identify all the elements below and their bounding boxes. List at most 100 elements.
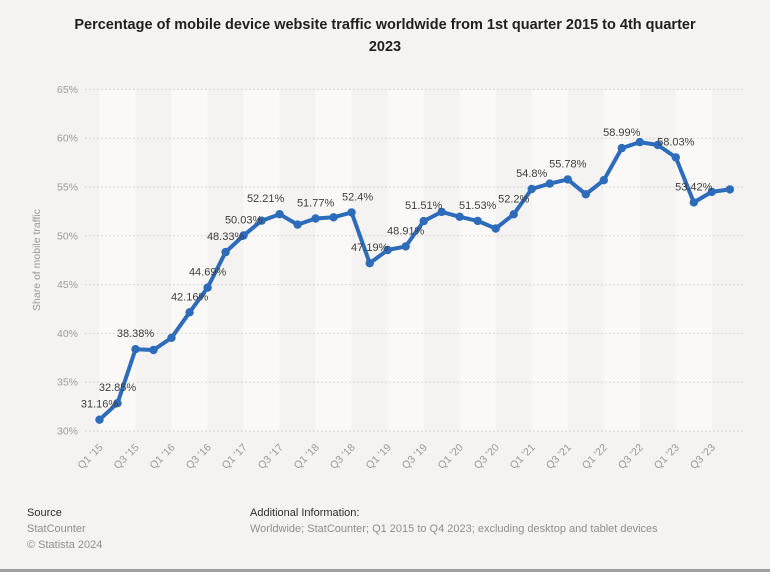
data-label: 51.53% [459, 200, 497, 212]
x-axis-tick-label: Q3 '21 [544, 442, 574, 472]
data-point[interactable] [599, 176, 608, 185]
plot-band [675, 89, 712, 432]
plot-band [387, 89, 424, 432]
data-point[interactable] [311, 214, 320, 223]
y-axis-tick-label: 45% [57, 279, 78, 291]
x-axis-tick-label: Q1 '18 [292, 442, 322, 472]
data-label: 58.99% [603, 127, 641, 139]
data-point[interactable] [167, 333, 176, 342]
data-point[interactable] [725, 185, 735, 194]
x-axis-tick-label: Q1 '20 [436, 442, 466, 472]
data-point[interactable] [581, 190, 590, 199]
bottom-divider [0, 569, 770, 572]
line-chart: 30% 35% 40% 45% 50% 55% 60% 65% Share of mobile … [31, 84, 745, 472]
x-axis-tick-label: Q1 '22 [580, 442, 610, 472]
data-point[interactable] [707, 187, 716, 197]
data-point[interactable] [473, 216, 482, 226]
data-point[interactable] [419, 216, 428, 226]
data-point[interactable] [383, 245, 392, 255]
data-point[interactable] [329, 213, 338, 222]
data-label: 44.69% [189, 267, 227, 279]
data-label: 47.19% [351, 242, 389, 254]
data-label: 52.21% [247, 193, 285, 205]
data-point[interactable] [545, 179, 554, 188]
data-point[interactable] [365, 259, 374, 268]
data-label: 32.85% [99, 382, 137, 394]
data-point[interactable] [149, 345, 158, 355]
data-point[interactable] [347, 208, 356, 217]
plot-band [99, 89, 136, 432]
data-label: 53.42% [675, 181, 713, 193]
data-point[interactable] [185, 308, 194, 317]
data-label: 52.4% [342, 191, 373, 203]
x-axis-tick-label: Q3 '16 [184, 442, 214, 472]
data-label: 54.8% [516, 168, 547, 180]
copyright: © Statista 2024 [27, 539, 103, 551]
x-axis-tick-label: Q3 '19 [400, 442, 430, 472]
data-point[interactable] [509, 210, 518, 219]
data-point[interactable] [275, 210, 284, 219]
data-label: 48.33% [207, 231, 245, 243]
plot-band [243, 89, 280, 432]
y-axis-tick-label: 65% [57, 84, 78, 96]
additional-info-heading: Additional Information: [250, 507, 360, 519]
data-point[interactable] [113, 399, 122, 408]
y-axis-tick-label: 40% [57, 328, 78, 340]
x-axis-tick-label: Q1 '23 [652, 442, 682, 472]
data-point[interactable] [95, 415, 104, 424]
data-point[interactable] [491, 224, 500, 233]
y-axis-tick-label: 55% [57, 182, 78, 194]
data-label: 48.91% [387, 225, 425, 237]
data-label: 50.03% [225, 215, 263, 227]
data-label: 51.77% [297, 198, 335, 210]
y-axis-tick-label: 60% [57, 133, 78, 145]
source-name[interactable]: StatCounter [27, 523, 86, 535]
data-point[interactable] [221, 247, 230, 257]
x-axis-tick-label: Q1 '17 [220, 442, 250, 472]
x-axis-tick-label: Q1 '16 [147, 442, 177, 472]
y-axis-tick-label: 35% [57, 377, 78, 389]
x-axis-tick-label: Q1 '15 [75, 442, 105, 472]
y-axis-tick-label: 50% [57, 230, 78, 242]
chart-title: Percentage of mobile device website traf… [74, 17, 696, 55]
y-axis-tick-label: 30% [57, 426, 78, 438]
data-point[interactable] [455, 212, 464, 221]
data-label: 38.38% [117, 328, 155, 340]
data-point[interactable] [527, 184, 536, 194]
plot-band [603, 89, 640, 432]
data-label: 58.03% [657, 136, 695, 148]
data-point[interactable] [617, 143, 626, 153]
plot-band [531, 89, 568, 432]
x-axis-tick-label: Q1 '21 [508, 442, 538, 472]
data-point[interactable] [689, 198, 698, 207]
x-axis-tick-label: Q1 '19 [364, 442, 394, 472]
data-point[interactable] [257, 216, 266, 225]
data-point[interactable] [203, 283, 212, 292]
data-point[interactable] [653, 140, 662, 150]
plot-band [459, 89, 496, 432]
plot-band [315, 89, 352, 432]
data-point[interactable] [671, 153, 680, 162]
x-axis-tick-label: Q3 '22 [616, 442, 646, 472]
data-label: 42.16% [171, 291, 209, 303]
additional-info-text: Worldwide; StatCounter; Q1 2015 to Q4 20… [250, 523, 658, 535]
plot-band [171, 89, 208, 432]
source-block: Source StatCounter © Statista 2024 [27, 505, 102, 553]
data-point[interactable] [563, 175, 572, 184]
data-point[interactable] [239, 231, 248, 240]
x-axis-tick-label: Q3 '23 [688, 442, 718, 472]
data-point[interactable] [401, 242, 410, 251]
additional-info-block: Additional Information: Worldwide; StatC… [250, 505, 658, 537]
source-heading: Source [27, 507, 62, 519]
x-axis-tick-label: Q3 '20 [472, 442, 502, 472]
data-label: 52.2% [498, 193, 529, 205]
x-axis-tick-label: Q3 '18 [328, 442, 358, 472]
data-label: 51.51% [405, 200, 443, 212]
data-point[interactable] [635, 137, 644, 147]
data-point[interactable] [131, 345, 140, 354]
data-point[interactable] [293, 220, 302, 229]
data-point[interactable] [437, 207, 446, 217]
data-label: 55.78% [549, 158, 587, 170]
x-axis-tick-label: Q3 '17 [256, 442, 286, 472]
